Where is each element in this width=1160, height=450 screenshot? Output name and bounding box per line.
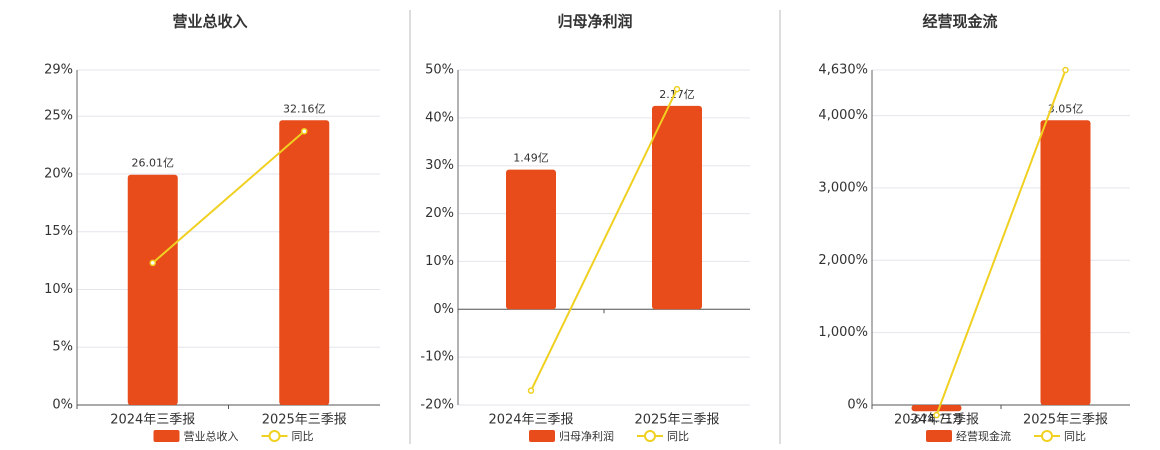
value-label: -674.71万 <box>910 412 963 425</box>
legend-marker <box>268 430 281 442</box>
y-tick-label: -10% <box>420 350 454 365</box>
bar <box>127 174 178 405</box>
legend-swatch <box>529 430 555 442</box>
legend-marker <box>644 430 656 442</box>
line-point <box>149 259 156 267</box>
y-tick-label: 1,000% <box>818 325 868 340</box>
line-point <box>1062 66 1069 74</box>
y-tick-label: 4,630% <box>818 63 868 78</box>
bar <box>506 169 556 310</box>
y-tick-label: 15% <box>44 224 73 239</box>
y-tick-label: 10% <box>425 254 454 269</box>
legend-label: 归母净利润 <box>559 429 614 443</box>
value-label: 26.01亿 <box>132 157 175 170</box>
value-label: 2.17亿 <box>659 88 695 101</box>
legend-label: 同比 <box>1064 430 1086 443</box>
legend-label: 同比 <box>667 430 689 443</box>
y-tick-label: 20% <box>425 206 454 221</box>
y-tick-label: 10% <box>44 282 73 297</box>
line-point <box>527 387 535 394</box>
chart-title: 经营现金流 <box>922 13 997 31</box>
bar <box>652 105 702 310</box>
chart-title: 归母净利润 <box>557 13 632 31</box>
line <box>530 88 678 392</box>
line-point <box>673 85 681 93</box>
x-tick-label: 2025年三季报 <box>262 413 347 428</box>
y-tick-label: 4,000% <box>818 108 868 123</box>
y-tick-label: 29% <box>44 63 73 78</box>
y-tick-label: 2,000% <box>818 253 868 268</box>
line <box>935 69 1067 416</box>
x-tick-label: 2025年三季报 <box>1023 413 1108 428</box>
x-tick-label: 2024年三季报 <box>110 413 195 428</box>
y-tick-label: 5% <box>52 340 73 355</box>
legend-label: 经营现金流 <box>956 429 1011 443</box>
y-tick-label: 0% <box>847 398 868 413</box>
bar <box>279 120 330 405</box>
y-tick-label: 20% <box>44 166 73 181</box>
line <box>152 130 305 264</box>
y-tick-label: 25% <box>44 109 73 124</box>
legend-swatch <box>926 430 952 442</box>
value-label: 1.49亿 <box>513 152 549 165</box>
y-tick-label: 40% <box>425 110 454 125</box>
legend-label: 同比 <box>292 430 314 443</box>
legend-swatch <box>153 430 180 442</box>
y-tick-label: 50% <box>425 63 454 78</box>
chart-title: 营业总收入 <box>172 13 247 31</box>
value-label: 32.16亿 <box>283 102 326 115</box>
y-tick-label: 3,000% <box>818 180 868 195</box>
y-tick-label: 0% <box>52 398 73 413</box>
x-tick-label: 2024年三季报 <box>488 413 573 428</box>
bar <box>911 405 962 412</box>
y-tick-label: 0% <box>433 302 454 317</box>
y-tick-label: 30% <box>425 158 454 173</box>
x-tick-label: 2024年三季报 <box>894 413 979 428</box>
legend-label: 营业总收入 <box>184 429 239 443</box>
x-tick-label: 2025年三季报 <box>634 413 719 428</box>
bar <box>1040 120 1091 405</box>
line-point <box>933 411 940 419</box>
value-label: 3.05亿 <box>1048 102 1084 115</box>
y-tick-label: -20% <box>420 398 454 413</box>
legend-marker <box>1041 430 1053 442</box>
line-point <box>301 127 308 135</box>
